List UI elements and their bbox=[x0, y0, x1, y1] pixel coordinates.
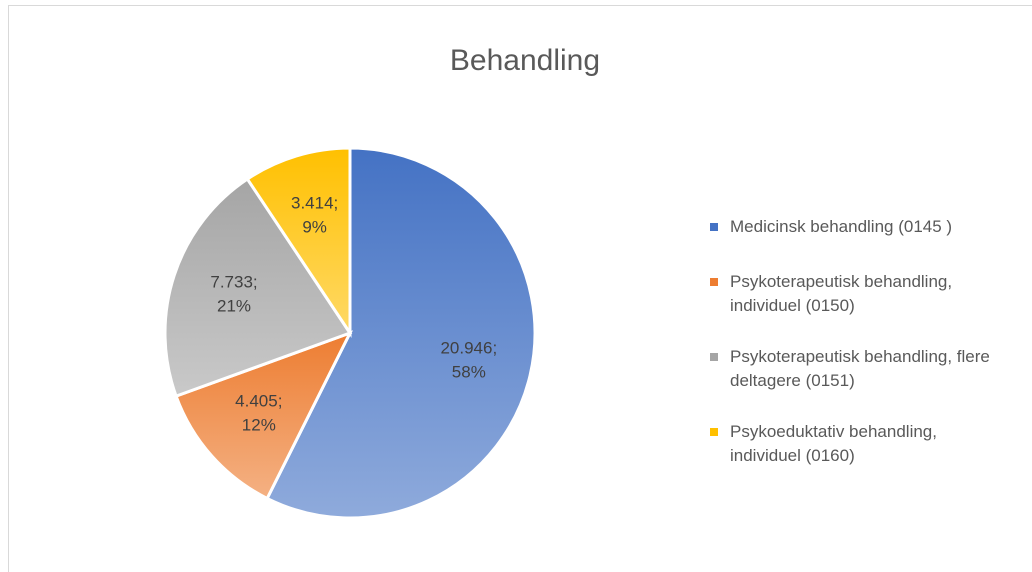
percent-label: 58% bbox=[452, 363, 486, 382]
legend-swatch bbox=[710, 428, 718, 436]
legend-swatch bbox=[710, 353, 718, 361]
pie-slice bbox=[174, 330, 354, 501]
legend-item: Psykoterapeutisk behandling, flere delta… bbox=[710, 345, 1010, 393]
pie-slice bbox=[245, 146, 352, 338]
data-label: 7.733; bbox=[210, 272, 257, 291]
legend-label: Medicinsk behandling (0145 ) bbox=[730, 217, 953, 236]
percent-label: 12% bbox=[242, 416, 276, 435]
data-label: 3.414; bbox=[291, 194, 338, 213]
legend-item: Psykoterapeutisk behandling, individuel … bbox=[710, 270, 1010, 318]
legend-item: Psykoeduktativ behandling, individuel (0… bbox=[710, 420, 1010, 468]
percent-label: 21% bbox=[217, 296, 251, 315]
percent-label: 9% bbox=[302, 218, 327, 237]
legend-label: Psykoeduktativ behandling, individuel (0… bbox=[730, 422, 937, 465]
legend-item: Medicinsk behandling (0145 ) bbox=[710, 215, 1010, 239]
pie-slice bbox=[163, 176, 353, 399]
pie-slice bbox=[265, 146, 537, 520]
legend-label: Psykoterapeutisk behandling, flere delta… bbox=[730, 347, 990, 390]
legend-label: Psykoterapeutisk behandling, individuel … bbox=[730, 272, 953, 315]
legend-swatch bbox=[710, 278, 718, 286]
data-label: 20.946; bbox=[440, 339, 497, 358]
data-label: 4.405; bbox=[235, 392, 282, 411]
legend-swatch bbox=[710, 223, 718, 231]
chart-title: Behandling bbox=[450, 44, 600, 77]
